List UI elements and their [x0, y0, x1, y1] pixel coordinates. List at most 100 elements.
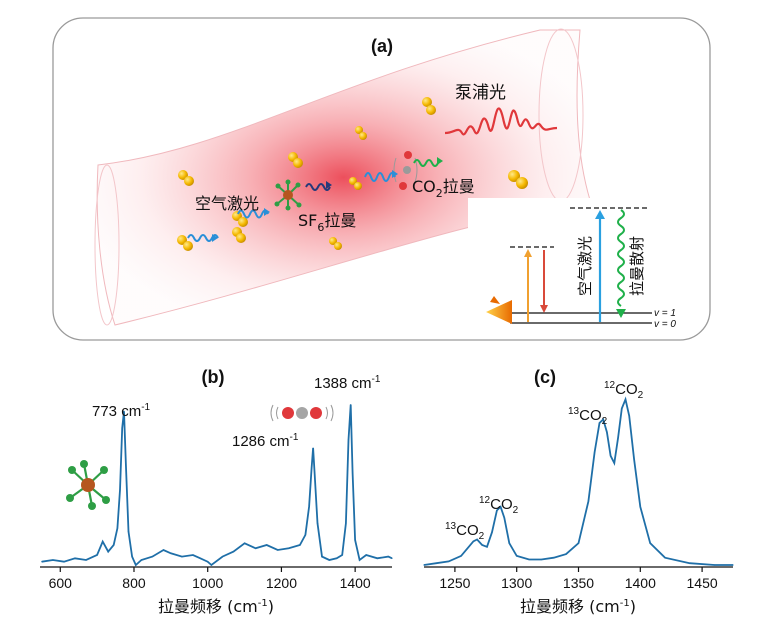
data-point	[328, 559, 330, 561]
peak-773-text: 773 cm	[92, 403, 141, 420]
data-point	[713, 564, 716, 566]
co-text: CO	[456, 522, 479, 539]
air-laser-label: 空气激光	[195, 194, 259, 213]
data-point	[664, 557, 666, 559]
data-point	[127, 531, 130, 533]
data-point	[359, 559, 361, 561]
panel-b-xlabel-sup: -1	[258, 598, 268, 609]
data-point	[508, 542, 510, 544]
sup-13: 13	[445, 521, 457, 532]
panel-c: (c) 1250 1300 1350 1400 1450 13CO2 12CO2 13C…	[423, 367, 734, 616]
data-point	[587, 500, 590, 502]
data-point	[577, 542, 580, 544]
data-point	[41, 561, 43, 563]
data-point	[628, 415, 630, 417]
sf6-molecule-icon	[274, 179, 302, 211]
data-point	[140, 559, 142, 561]
co-text: CO	[579, 407, 602, 424]
data-point	[316, 522, 319, 524]
peak-12co2-small-label: 12CO2	[479, 495, 519, 516]
peak-1388-text: 1388 cm	[314, 375, 372, 392]
data-point	[314, 472, 316, 474]
data-point	[528, 558, 530, 561]
co2-sub: 2	[436, 187, 443, 200]
raman-scatter-wave	[617, 209, 625, 307]
sup-13: 13	[568, 406, 580, 417]
data-point	[481, 544, 483, 546]
data-point	[617, 437, 619, 439]
data-point	[602, 418, 604, 420]
sup-12: 12	[604, 380, 616, 391]
sub-2: 2	[638, 390, 644, 401]
data-point	[391, 557, 393, 559]
data-point	[107, 551, 109, 553]
data-point	[336, 557, 338, 559]
data-point	[613, 462, 615, 464]
data-point	[119, 489, 121, 491]
data-point	[341, 554, 343, 556]
data-point	[352, 472, 354, 474]
energy-raman-label: 拉曼散射	[628, 236, 646, 296]
data-point	[448, 560, 450, 563]
peak-773-sup: -1	[141, 402, 150, 413]
data-point	[476, 538, 478, 541]
data-point	[255, 547, 257, 549]
data-point	[131, 556, 133, 558]
data-point	[113, 544, 115, 546]
data-point	[63, 561, 65, 563]
data-point	[435, 562, 437, 564]
panel-b-ticks: 600 800 1000 1200 1400	[49, 567, 371, 591]
peak-1286-text: 1286 cm	[232, 433, 290, 450]
data-point	[151, 556, 153, 558]
data-point	[277, 549, 279, 551]
data-point	[649, 542, 651, 544]
data-point	[102, 541, 104, 543]
molecule	[508, 170, 528, 189]
data-point	[199, 557, 201, 559]
data-point	[350, 404, 352, 406]
molecule	[349, 177, 362, 190]
panel-a: (a)	[52, 17, 711, 341]
data-point	[466, 548, 468, 550]
data-point	[610, 455, 612, 457]
panel-c-xlabel-text: 拉曼频移 (cm	[520, 597, 620, 616]
x-tick-label: 1250	[439, 575, 470, 591]
air-laser-wave-1	[187, 234, 219, 242]
data-point	[516, 555, 518, 557]
data-point	[500, 506, 502, 508]
data-point	[162, 549, 165, 551]
data-point	[116, 527, 118, 529]
data-point	[125, 464, 127, 466]
x-tick-label: 1000	[192, 575, 223, 591]
data-point	[170, 552, 172, 554]
data-point	[423, 564, 425, 566]
co2-raman-wave	[413, 157, 443, 167]
sub-2: 2	[513, 505, 519, 516]
data-point	[221, 556, 224, 558]
laser-source-icon	[486, 300, 512, 324]
x-tick-label: 1300	[501, 575, 532, 591]
co2-prefix: CO	[412, 177, 436, 196]
data-point	[486, 546, 488, 548]
sf6-sub: 6	[317, 221, 324, 234]
data-point	[633, 458, 635, 460]
x-tick-label: 1450	[687, 575, 718, 591]
peak-1388-label: 1388 cm-1	[314, 374, 381, 392]
panel-c-label: (c)	[534, 367, 556, 387]
data-point	[639, 506, 641, 508]
panel-b-xlabel-text: 拉曼频移 (cm	[158, 597, 258, 616]
data-point	[496, 509, 498, 511]
molecule	[232, 211, 248, 227]
data-point	[594, 451, 596, 453]
sf6-raman-wave	[305, 181, 332, 191]
data-point	[244, 542, 246, 544]
pump-pulse	[444, 107, 558, 136]
pump-label: 泵浦光	[455, 83, 506, 103]
sup-12: 12	[479, 495, 491, 506]
data-point	[472, 540, 474, 542]
peak-1388-sup: -1	[372, 374, 381, 385]
panel-c-xlabel-sup: -1	[620, 598, 630, 609]
data-point	[732, 564, 734, 566]
molecule	[355, 126, 367, 140]
